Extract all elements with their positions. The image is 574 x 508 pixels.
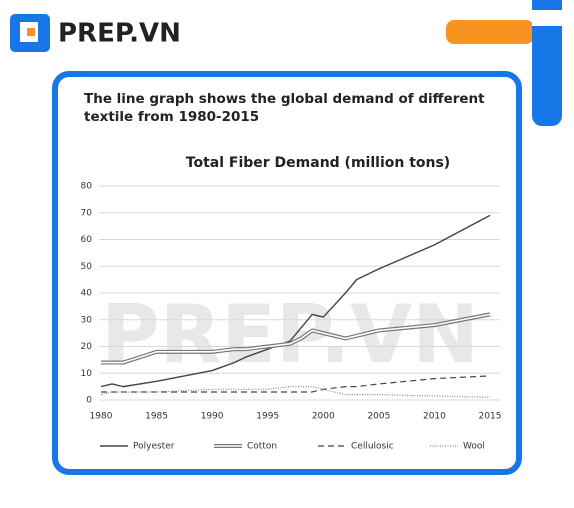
y-tick-label: 80	[81, 182, 93, 192]
series-line	[101, 313, 491, 364]
frame	[52, 71, 522, 475]
y-tick-label: 50	[81, 262, 93, 272]
x-tick-label: 1985	[145, 412, 168, 422]
x-tick-label: 2015	[479, 412, 502, 422]
y-tick-label: 0	[86, 396, 92, 406]
y-tick-label: 20	[81, 342, 93, 352]
plot: 0 10 20 30 40 50 60 70 80 1980 1985 1990 1995 2000 200…	[81, 182, 502, 452]
y-tick-label: 10	[81, 369, 93, 379]
y-tick-label: 40	[81, 289, 93, 299]
brand: PREP.VN	[58, 19, 181, 49]
deco-blue	[532, 0, 562, 126]
chart-title: Total Fiber Demand (million tons)	[186, 155, 450, 171]
deco-gap	[532, 10, 562, 26]
legend-label: Polyester	[133, 442, 175, 452]
deco-orange	[446, 20, 534, 44]
series-line	[100, 214, 491, 388]
series-line	[101, 375, 491, 393]
y-tick-label: 30	[81, 315, 93, 325]
x-tick-label: 2005	[367, 412, 390, 422]
x-tick-label: 1990	[201, 412, 224, 422]
y-tick-label: 60	[81, 235, 93, 245]
watermark: PREP.VN	[101, 288, 479, 381]
x-tick-label: 2010	[423, 412, 446, 422]
caption: The line graph shows the global demand o…	[84, 91, 485, 125]
logo-icon-dot	[27, 28, 35, 36]
x-tick-label: 1995	[256, 412, 279, 422]
legend-label: Cellulosic	[351, 442, 394, 452]
legend-label: Cotton	[247, 442, 277, 452]
x-tick-label: 2000	[312, 412, 335, 422]
y-tick-label: 70	[81, 208, 93, 218]
legend-label: Wool	[463, 442, 485, 452]
x-tick-label: 1980	[90, 412, 113, 422]
